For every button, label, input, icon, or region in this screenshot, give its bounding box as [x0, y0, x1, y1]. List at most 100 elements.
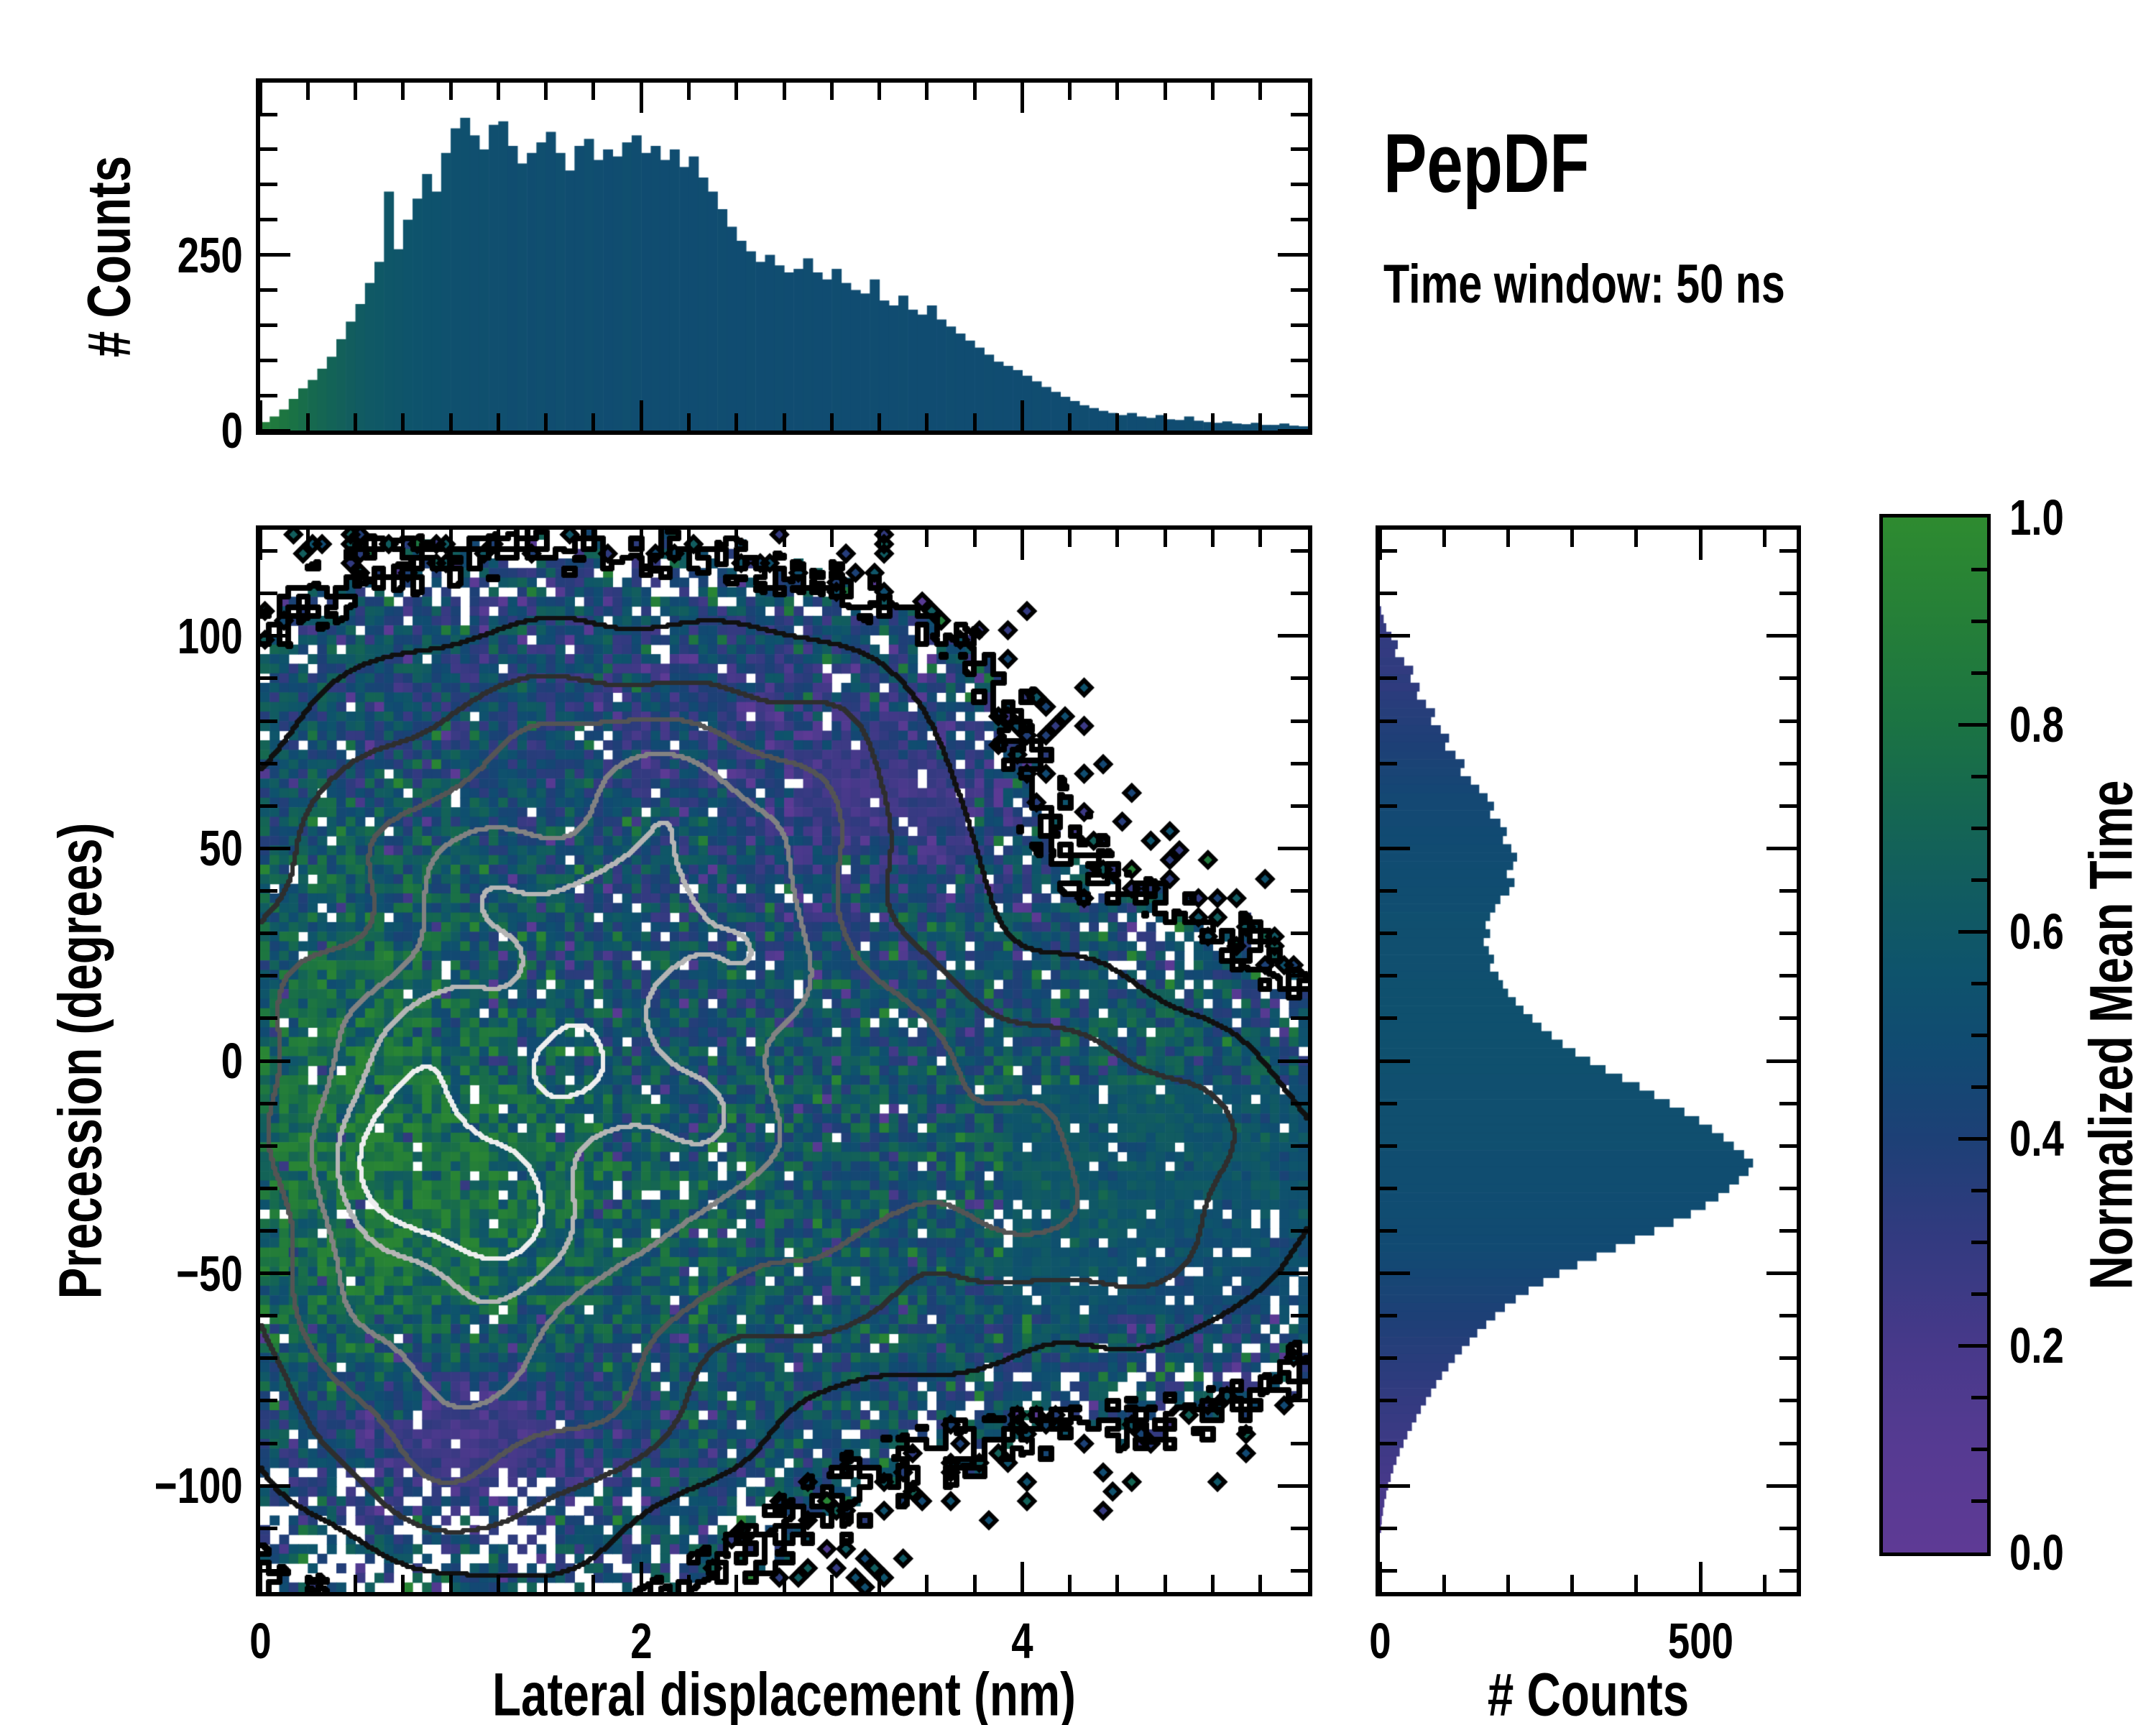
- tick: [1971, 567, 1987, 571]
- tick: [1971, 1395, 1987, 1399]
- tick: [401, 530, 405, 547]
- tick: [1779, 1186, 1797, 1190]
- tick: [1380, 804, 1397, 808]
- tick: [260, 1399, 277, 1403]
- tick: [1291, 1314, 1308, 1318]
- tick: [1020, 1562, 1024, 1592]
- tick: [1380, 932, 1397, 936]
- tick: [1762, 530, 1766, 547]
- tick: [260, 1059, 290, 1063]
- tick: [1291, 761, 1308, 765]
- tick: [1506, 530, 1510, 547]
- tick: [305, 530, 310, 547]
- tick: [448, 530, 453, 547]
- tick: [1115, 83, 1120, 100]
- tick: [1380, 592, 1397, 596]
- tick: [1779, 1356, 1797, 1361]
- tick: [1380, 1271, 1410, 1276]
- tick: [639, 1562, 643, 1592]
- tick: [1258, 530, 1263, 547]
- tick: [829, 1575, 834, 1592]
- tick: [1278, 428, 1308, 433]
- tick: [1971, 1188, 1987, 1192]
- tick: [1971, 1447, 1987, 1451]
- tick: [258, 1562, 262, 1592]
- tick: [1442, 530, 1446, 547]
- tick: [1380, 846, 1410, 850]
- tick: [1380, 719, 1397, 723]
- tick: [260, 288, 277, 292]
- tick: [1698, 530, 1703, 560]
- tick: [639, 400, 643, 431]
- tick: [1291, 147, 1308, 152]
- tick: [1779, 1526, 1797, 1530]
- tick: [260, 183, 277, 187]
- tick: [1163, 1575, 1167, 1592]
- tick: [972, 1575, 977, 1592]
- tick: [260, 358, 277, 362]
- tick: [260, 676, 277, 681]
- tick: [1020, 530, 1024, 560]
- tick: [1971, 981, 1987, 985]
- tick: [925, 530, 929, 547]
- tick: [260, 1526, 277, 1530]
- tick: [1115, 1575, 1120, 1592]
- tick: [1115, 530, 1120, 547]
- tick: [1971, 619, 1987, 623]
- tick: [1779, 1568, 1797, 1573]
- tick: [260, 932, 277, 936]
- tick: [260, 393, 277, 397]
- tick: [925, 1575, 929, 1592]
- tick: [1779, 1399, 1797, 1403]
- tick: [639, 530, 643, 560]
- tick: [448, 83, 453, 100]
- top-hist-ytick-label: 0: [221, 402, 243, 459]
- tick: [260, 1356, 277, 1361]
- tick: [1210, 413, 1215, 431]
- tick: [1779, 549, 1797, 553]
- colorbar-tick-label: 0.0: [2009, 1524, 2064, 1581]
- tick: [1163, 83, 1167, 100]
- tick: [1380, 549, 1397, 553]
- main-heatmap-canvas: [260, 530, 1308, 1592]
- tick: [1971, 1292, 1987, 1296]
- tick: [260, 1101, 277, 1105]
- tick: [496, 413, 500, 431]
- tick: [1380, 1101, 1397, 1105]
- tick: [972, 83, 977, 100]
- tick: [1380, 1016, 1397, 1021]
- tick: [877, 1575, 882, 1592]
- tick: [1068, 530, 1072, 547]
- tick: [260, 1016, 277, 1021]
- tick: [1291, 1144, 1308, 1148]
- tick: [260, 323, 277, 327]
- tick: [1068, 1575, 1072, 1592]
- tick: [1779, 804, 1797, 808]
- tick: [544, 530, 548, 547]
- tick: [260, 889, 277, 893]
- tick: [1971, 1499, 1987, 1503]
- tick: [1380, 676, 1397, 681]
- tick: [1971, 1085, 1987, 1089]
- tick: [1698, 1562, 1703, 1592]
- main-ytick-label: −50: [176, 1245, 243, 1302]
- tick: [1278, 1271, 1308, 1276]
- tick: [686, 530, 691, 547]
- tick: [686, 413, 691, 431]
- tick: [448, 413, 453, 431]
- tick: [591, 413, 596, 431]
- colorbar-tick-label: 0.6: [2009, 903, 2064, 960]
- tick: [1258, 83, 1263, 100]
- tick: [1380, 1059, 1410, 1063]
- tick: [1634, 1575, 1639, 1592]
- right-marginal-histogram-canvas: [1380, 530, 1797, 1592]
- tick: [1442, 1575, 1446, 1592]
- tick: [877, 83, 882, 100]
- tick: [1766, 1484, 1797, 1488]
- tick: [829, 413, 834, 431]
- tick: [1958, 1136, 1987, 1141]
- tick: [401, 83, 405, 100]
- main-ytick-label: 100: [177, 607, 243, 664]
- tick: [1291, 1399, 1308, 1403]
- tick: [972, 413, 977, 431]
